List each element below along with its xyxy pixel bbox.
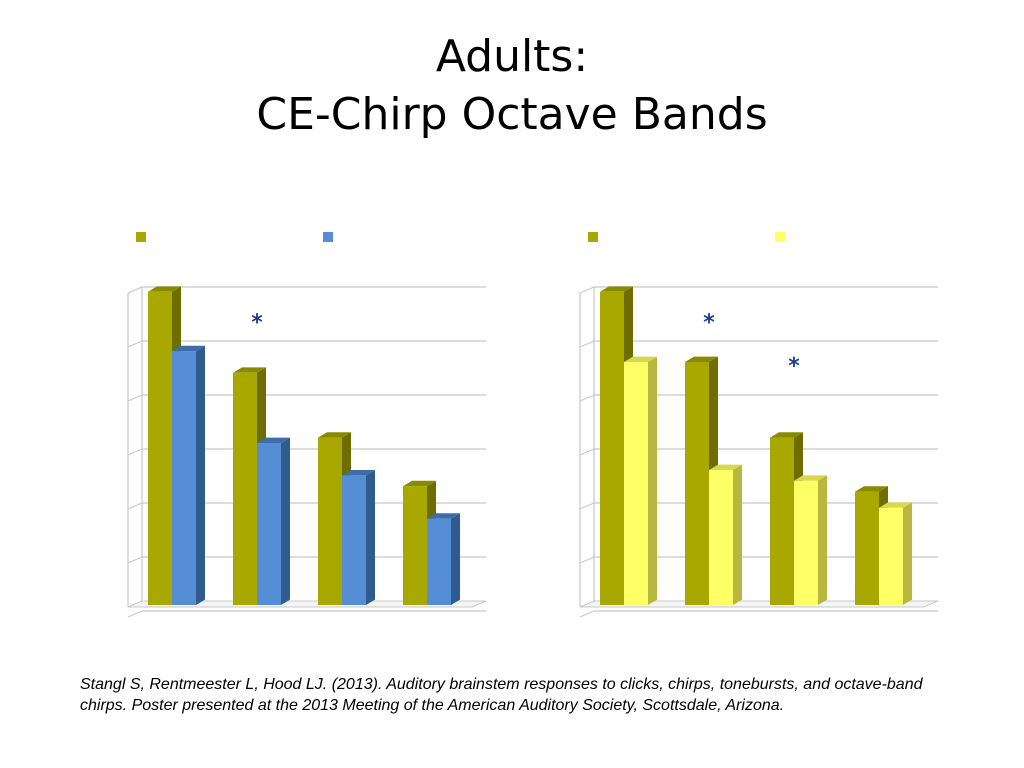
gridline-side <box>579 286 595 294</box>
bar-top <box>403 480 436 487</box>
significance-star: * <box>788 354 800 379</box>
bar-side <box>451 513 460 605</box>
bar-top <box>855 486 888 492</box>
bar-top <box>770 432 803 438</box>
gridline-side <box>579 556 595 564</box>
chart-floor <box>127 600 487 608</box>
bar-top <box>318 432 351 438</box>
significance-star: * <box>251 311 263 336</box>
bar <box>600 291 624 605</box>
gridline-side <box>579 394 595 402</box>
bar <box>172 351 196 605</box>
bar-top <box>257 437 290 443</box>
bar <box>342 475 366 605</box>
bar-top <box>233 367 266 373</box>
bar <box>318 437 342 605</box>
bar-top <box>879 502 912 508</box>
gridline-side <box>579 448 595 456</box>
bar-top <box>794 475 827 481</box>
legend-marker-1 <box>588 232 598 242</box>
citation-text: Stangl S, Rentmeester L, Hood LJ. (2013)… <box>80 676 923 714</box>
bar-side <box>366 470 375 605</box>
gridline-side <box>579 502 595 510</box>
bar <box>624 362 648 605</box>
bar-side <box>648 356 657 605</box>
slide-title-line1: Adults: <box>435 31 589 82</box>
bar-top <box>709 464 742 470</box>
bar-top <box>600 286 633 292</box>
bar <box>855 491 879 605</box>
bar <box>685 362 709 605</box>
bar-side <box>281 437 290 605</box>
gridline-side <box>127 286 143 294</box>
gridline-side <box>579 340 595 348</box>
slide-title-line2: CE-Chirp Octave Bands <box>256 89 768 140</box>
bar-side <box>196 345 205 605</box>
bar <box>403 486 427 605</box>
gridline-side <box>127 340 143 348</box>
bar-top <box>624 356 657 362</box>
bar <box>879 507 903 605</box>
bar-top <box>172 345 205 352</box>
bar-top <box>342 470 375 476</box>
gridline-side <box>127 448 143 456</box>
gridline-side <box>127 394 143 402</box>
legend-marker-1 <box>136 232 146 242</box>
bar-side <box>733 464 742 605</box>
gridline-side <box>579 610 595 618</box>
bar-chart-left: * <box>127 232 487 618</box>
bar-top <box>427 513 460 519</box>
slide-title: Adults: CE-Chirp Octave Bands <box>0 28 1024 144</box>
bar <box>233 372 257 605</box>
bar-side <box>818 475 827 605</box>
bar-top <box>685 356 718 362</box>
legend-marker-2 <box>775 232 785 242</box>
bar <box>794 480 818 605</box>
bar <box>770 437 794 605</box>
bar-side <box>903 502 912 605</box>
significance-star: * <box>703 311 715 336</box>
chart-floor <box>579 600 939 608</box>
gridline-side <box>127 610 143 618</box>
bar <box>427 518 451 605</box>
bar-top <box>148 286 181 292</box>
bar <box>257 443 281 605</box>
bar <box>709 470 733 605</box>
legend-marker-2 <box>323 232 333 242</box>
gridline-side <box>127 502 143 510</box>
bar-chart-right: ** <box>579 232 939 618</box>
bar <box>148 291 172 605</box>
gridline-side <box>127 556 143 564</box>
